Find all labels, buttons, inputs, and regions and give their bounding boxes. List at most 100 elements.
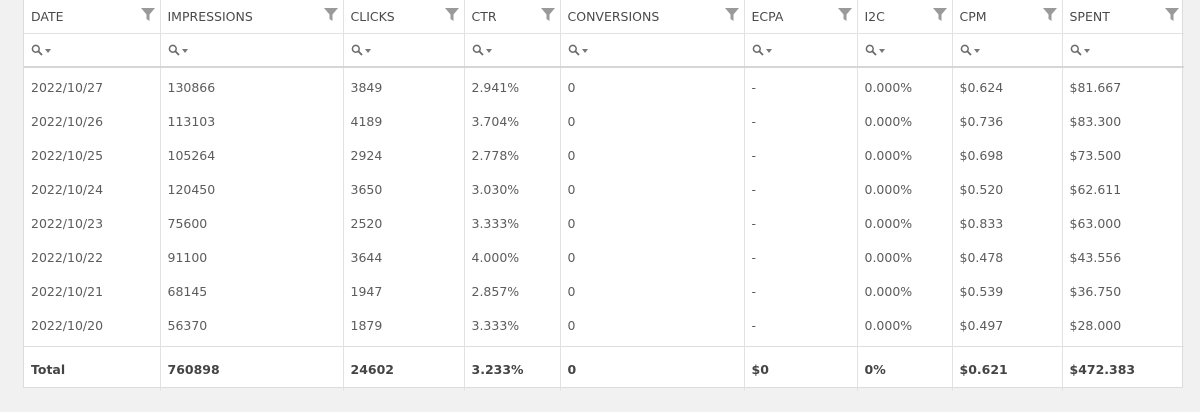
cell-impressions: 120450 (159, 172, 343, 206)
cell-ctr: 2.778% (463, 138, 560, 172)
column-header-clicks[interactable]: CLICKS (342, 0, 464, 34)
cell-cpm: $0.833 (951, 206, 1062, 240)
spacer-cell (559, 342, 744, 347)
spacer-cell (743, 342, 857, 347)
column-header-cpm[interactable]: CPM (951, 0, 1062, 34)
cell-spent: $36.750 (1061, 274, 1184, 308)
search-icon (351, 44, 363, 56)
search-filter-cpm[interactable] (951, 33, 1062, 68)
filter-icon[interactable] (1165, 8, 1179, 22)
cell-ctr: 3.030% (463, 172, 560, 206)
search-operator-dropdown[interactable] (865, 44, 952, 56)
cell-ctr: 2.857% (463, 274, 560, 308)
column-header-conversions[interactable]: CONVERSIONS (559, 0, 744, 34)
table-row: 2022/10/23 75600 2520 3.333% 0-0.000% $0.833 $… (24, 206, 1184, 240)
search-filter-ctr[interactable] (463, 33, 560, 68)
cell-date: 2022/10/21 (31, 283, 104, 299)
cell-i2c: 0.000% (856, 274, 952, 308)
cell-spent: $73.500 (1061, 138, 1184, 172)
column-header-label: DATE (31, 9, 64, 24)
total-ecpa: $0 (743, 346, 857, 391)
filter-icon[interactable] (837, 8, 852, 22)
filter-icon[interactable] (540, 8, 555, 22)
caret-down-icon (485, 49, 492, 53)
cell-cpm: $0.520 (951, 172, 1062, 206)
search-filter-impressions[interactable] (159, 33, 343, 68)
table-body: 2022/10/27 130866 3849 2.941% 0-0.000% $0.624… (24, 67, 1184, 347)
cell-impressions: 130866 (159, 67, 343, 104)
spacer-cell (1061, 342, 1184, 347)
spacer-cell (951, 342, 1062, 347)
filter-icon[interactable] (1042, 8, 1057, 22)
spacer-cell (856, 342, 952, 347)
cell-ecpa: - (743, 206, 857, 240)
search-operator-dropdown[interactable] (168, 44, 343, 56)
search-operator-dropdown[interactable] (31, 44, 160, 56)
filter-icon[interactable] (932, 8, 947, 22)
filter-icon[interactable] (444, 8, 459, 22)
table-row: 2022/10/20 56370 1879 3.333% 0-0.000% $0.497 $… (24, 308, 1184, 342)
cell-cpm: $0.624 (951, 67, 1062, 104)
search-operator-dropdown[interactable] (752, 44, 857, 56)
cell-ecpa: - (743, 240, 857, 274)
cell-spent: $62.611 (1061, 172, 1184, 206)
cell-conversions: 0 (559, 308, 744, 342)
search-icon (568, 44, 580, 56)
search-icon (472, 44, 484, 56)
search-operator-dropdown[interactable] (568, 44, 744, 56)
cell-conversions: 0 (559, 206, 744, 240)
cell-date: 2022/10/23 (31, 215, 104, 231)
filter-icon[interactable] (724, 8, 739, 22)
search-operator-dropdown[interactable] (1070, 44, 1185, 56)
search-filter-i2c[interactable] (856, 33, 952, 68)
search-operator-dropdown[interactable] (351, 44, 464, 56)
table-row: 2022/10/25 105264 2924 2.778% 0-0.000% $0.698… (24, 138, 1184, 172)
column-header-label: CLICKS (350, 9, 395, 24)
cell-conversions: 0 (559, 274, 744, 308)
cell-clicks: 4189 (342, 104, 464, 138)
table-row: 2022/10/24 120450 3650 3.030% 0-0.000% $0.520… (24, 172, 1184, 206)
table-row: 2022/10/26 113103 4189 3.704% 0-0.000% $0.736… (24, 104, 1184, 138)
column-header-impressions[interactable]: IMPRESSIONS (159, 0, 343, 34)
filter-icon[interactable] (323, 8, 338, 22)
cell-conversions: 0 (559, 138, 744, 172)
search-filter-clicks[interactable] (342, 33, 464, 68)
cell-i2c: 0.000% (856, 308, 952, 342)
column-header-label: CTR (471, 9, 497, 24)
column-header-label: I2C (864, 9, 885, 24)
column-header-i2c[interactable]: I2C (856, 0, 952, 34)
search-filter-spent[interactable] (1061, 33, 1185, 68)
cell-i2c: 0.000% (856, 172, 952, 206)
cell-impressions: 68145 (159, 274, 343, 308)
report-table: DATE IMPRESSIONS CLICKS CTR CONVERSIONS ECPA I… (24, 0, 1184, 391)
total-spent: $472.383 (1061, 346, 1184, 391)
column-header-ecpa[interactable]: ECPA (743, 0, 857, 34)
caret-down-icon (181, 49, 188, 53)
spacer-cell (159, 342, 343, 347)
search-operator-dropdown[interactable] (960, 44, 1062, 56)
spacer-cell (342, 342, 464, 347)
search-operator-dropdown[interactable] (472, 44, 560, 56)
search-filter-date[interactable] (24, 33, 160, 68)
column-header-spent[interactable]: SPENT (1061, 0, 1184, 34)
search-filter-ecpa[interactable] (743, 33, 857, 68)
caret-down-icon (1083, 49, 1090, 53)
caret-down-icon (878, 49, 885, 53)
cell-ctr: 3.333% (463, 206, 560, 240)
cell-ctr: 2.941% (463, 67, 560, 104)
cell-ecpa: - (743, 274, 857, 308)
total-clicks: 24602 (342, 346, 464, 391)
cell-impressions: 113103 (159, 104, 343, 138)
cell-i2c: 0.000% (856, 104, 952, 138)
total-conversions: 0 (559, 346, 744, 391)
column-header-ctr[interactable]: CTR (463, 0, 560, 34)
column-header-label: CPM (959, 9, 987, 24)
column-header-date[interactable]: DATE (24, 0, 160, 34)
cell-conversions: 0 (559, 240, 744, 274)
cell-conversions: 0 (559, 67, 744, 104)
search-filter-conversions[interactable] (559, 33, 744, 68)
spacer-cell (463, 342, 560, 347)
filter-icon[interactable] (140, 8, 155, 22)
cell-impressions: 75600 (159, 206, 343, 240)
caret-down-icon (364, 49, 371, 53)
